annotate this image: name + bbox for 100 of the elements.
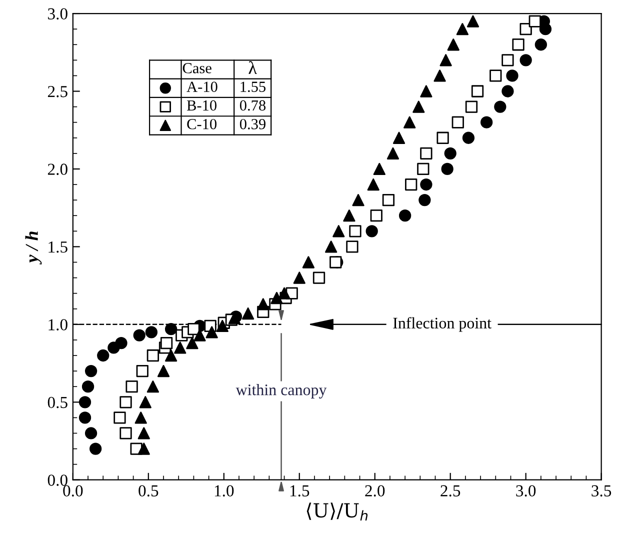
point [447, 38, 460, 51]
point [325, 240, 338, 253]
point [242, 307, 254, 320]
point [216, 320, 228, 332]
point [82, 380, 94, 393]
point [126, 380, 138, 393]
x-tick-label: 1.5 [290, 485, 310, 497]
x-tick-label: 0.5 [138, 485, 158, 497]
point [136, 364, 148, 378]
point [134, 412, 147, 424]
point [420, 85, 432, 98]
point [133, 329, 146, 342]
point [420, 178, 432, 191]
x-tick-label: 3.5 [592, 485, 612, 497]
point [471, 85, 484, 98]
point [392, 132, 406, 144]
point [349, 225, 362, 238]
point [366, 225, 378, 238]
point [164, 323, 178, 336]
point [440, 54, 452, 66]
y-tick-label: 1.0 [48, 319, 68, 330]
point [346, 240, 358, 253]
y-axis-title: y / h [25, 232, 42, 265]
x-axis-title: ⟨U⟩/U$_{h}$ [306, 502, 368, 521]
ref-line-label: within canopy [236, 384, 327, 399]
point [456, 22, 468, 36]
point [444, 147, 456, 160]
y-tick-label: 2.0 [48, 164, 68, 175]
point [412, 100, 425, 113]
point [78, 396, 92, 408]
x-tick-label: 1.0 [214, 485, 234, 497]
annotation: λ [248, 61, 257, 74]
annotation: 0.78 [240, 100, 266, 111]
point [386, 147, 400, 160]
point [436, 132, 449, 144]
point [115, 337, 128, 350]
point [114, 412, 126, 424]
point [494, 100, 506, 113]
point [462, 132, 475, 144]
point [404, 116, 416, 128]
point [382, 194, 395, 206]
point [84, 427, 98, 440]
point [352, 194, 364, 206]
point [302, 256, 315, 268]
point [405, 178, 418, 191]
point [343, 210, 356, 222]
y-tick-label: 2.5 [48, 86, 68, 98]
point [97, 349, 110, 362]
point [138, 442, 150, 455]
point [146, 380, 160, 393]
point [78, 412, 92, 424]
point [367, 178, 380, 191]
point [278, 287, 290, 300]
point [502, 54, 514, 66]
point [84, 364, 98, 378]
point [370, 210, 382, 222]
y-tick-label: 3.0 [48, 8, 68, 20]
legend-label: A-10 [186, 82, 218, 92]
point [480, 116, 493, 128]
point [420, 147, 432, 160]
point [434, 70, 446, 82]
point [174, 342, 186, 354]
x-tick-label: 2.0 [365, 485, 385, 497]
point [528, 15, 541, 28]
point [139, 396, 152, 408]
point [534, 38, 547, 51]
point [506, 70, 518, 82]
legend-label: B-10 [186, 100, 216, 111]
point [89, 442, 102, 455]
point [465, 100, 478, 113]
point [441, 162, 454, 176]
point [398, 210, 412, 222]
point [312, 272, 326, 284]
point [417, 162, 430, 176]
y-tick-label: 1.5 [48, 241, 68, 253]
point [490, 70, 502, 82]
point [373, 162, 386, 176]
x-tick-label: 0.0 [63, 485, 83, 497]
point [332, 225, 345, 238]
point [418, 194, 431, 206]
point [186, 337, 198, 350]
point [120, 427, 132, 440]
annotation: Inflection point [393, 317, 492, 332]
annotation: 0.39 [240, 118, 266, 130]
point [164, 349, 178, 362]
point [188, 323, 200, 336]
point [160, 337, 173, 350]
annotation: 1.55 [240, 82, 266, 92]
point [120, 396, 132, 408]
point [138, 427, 150, 440]
y-tick-label: 0.5 [48, 396, 68, 408]
point [145, 326, 158, 338]
point [257, 298, 270, 310]
point [502, 85, 514, 98]
point [520, 54, 532, 66]
legend-label: C-10 [187, 118, 216, 130]
point [466, 15, 480, 28]
point [293, 272, 306, 284]
point [270, 292, 283, 304]
point [206, 326, 218, 338]
